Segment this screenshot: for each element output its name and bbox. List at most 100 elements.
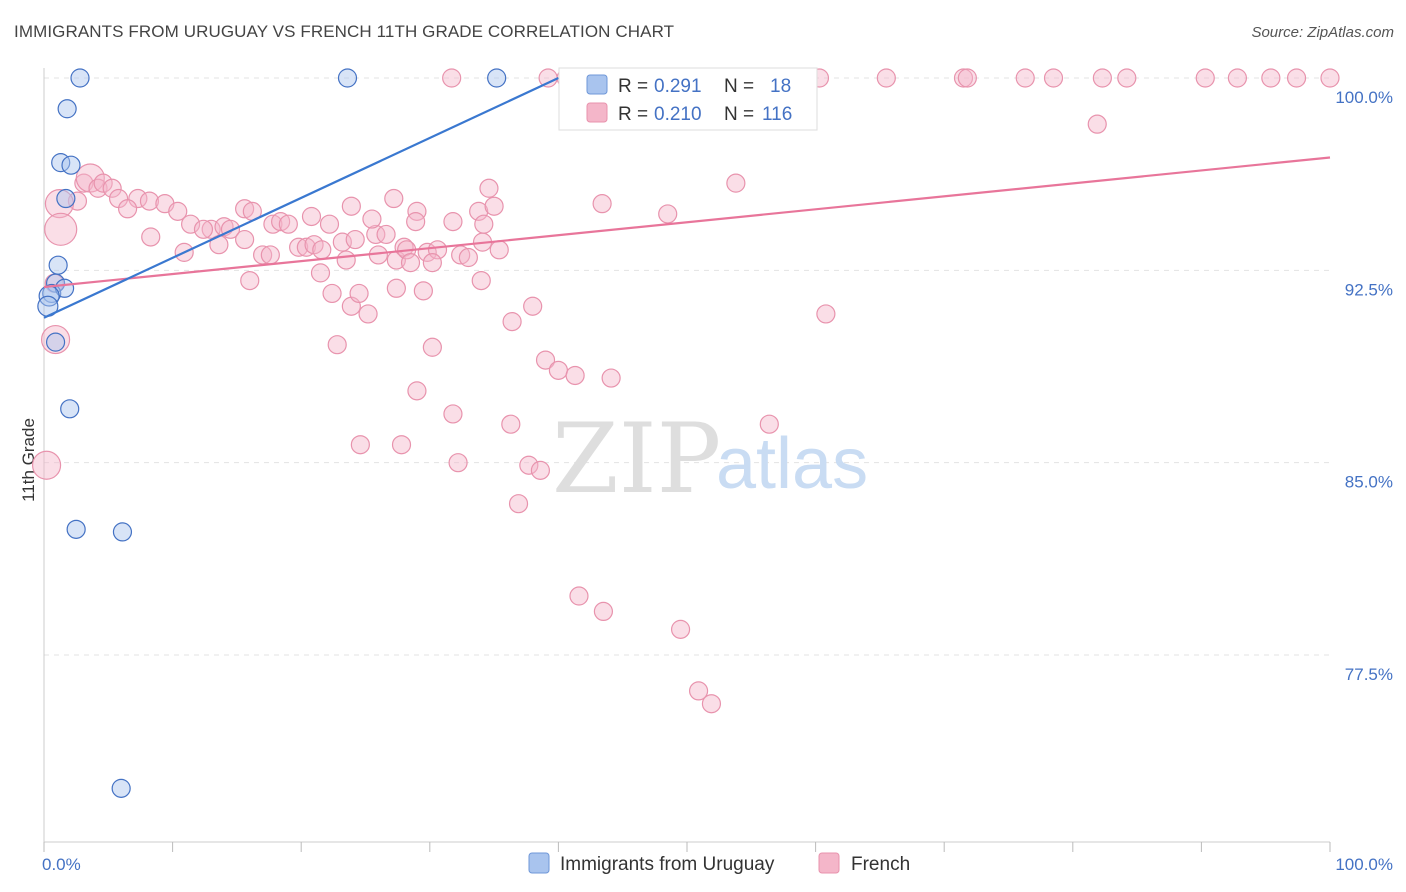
- data-point: [366, 224, 386, 245]
- data-point: [235, 199, 255, 219]
- legend-n-label-french: N =: [724, 104, 754, 125]
- data-point: [471, 270, 491, 291]
- data-point: [336, 250, 356, 270]
- data-point: [260, 245, 280, 265]
- data-point: [443, 404, 463, 424]
- y-tick-label: 77.5%: [1345, 665, 1393, 684]
- watermark-atlas: atlas: [716, 424, 868, 504]
- data-point: [1286, 68, 1307, 88]
- data-point: [670, 619, 691, 639]
- y-axis-label: 11th Grade: [19, 418, 38, 502]
- data-point: [1320, 68, 1340, 88]
- data-point: [443, 212, 463, 232]
- data-point: [44, 212, 78, 246]
- data-point: [487, 68, 507, 88]
- data-point: [565, 365, 585, 386]
- series-french: [31, 68, 1340, 714]
- data-point: [1261, 68, 1281, 88]
- y-tick-labels: 77.5% 85.0% 92.5% 100.0%: [1335, 88, 1393, 684]
- legend-r-value-french: 0.210: [654, 104, 702, 125]
- data-point: [484, 196, 504, 216]
- data-point: [70, 68, 90, 88]
- trend-lines: [43, 77, 1331, 319]
- chart-source: Source: ZipAtlas.com: [1251, 24, 1394, 41]
- data-point: [376, 224, 396, 245]
- legend-swatch-uruguay: [586, 74, 608, 95]
- data-point: [530, 460, 550, 480]
- data-point: [548, 360, 569, 380]
- data-point: [93, 173, 113, 193]
- trend-line-uruguay: [43, 77, 559, 319]
- data-point: [422, 337, 442, 357]
- chart-title: IMMIGRANTS FROM URUGUAY VS FRENCH 11TH G…: [14, 22, 675, 41]
- data-point: [128, 188, 148, 209]
- data-point: [117, 199, 138, 219]
- data-point: [1227, 68, 1248, 88]
- data-point: [469, 201, 489, 221]
- data-point: [327, 335, 347, 355]
- data-point: [523, 296, 543, 316]
- data-point: [181, 214, 201, 234]
- data-point: [278, 214, 298, 234]
- data-point: [535, 350, 556, 370]
- data-point: [406, 212, 426, 232]
- legend-r-value-uruguay: 0.291: [654, 76, 702, 97]
- legend-n-value-french: 116: [762, 104, 792, 125]
- data-point: [384, 188, 404, 209]
- y-tick-label: 92.5%: [1345, 280, 1393, 299]
- data-point: [1015, 68, 1035, 88]
- data-point: [502, 312, 522, 332]
- axes: [43, 68, 1331, 852]
- data-point: [345, 229, 365, 250]
- data-point: [876, 68, 896, 88]
- data-point: [48, 255, 68, 275]
- data-point: [57, 99, 77, 119]
- data-point: [391, 435, 412, 455]
- bottom-legend-swatch-french: [818, 852, 840, 874]
- data-point: [593, 601, 614, 622]
- data-point: [349, 283, 369, 304]
- legend-swatch-french: [586, 102, 608, 123]
- data-point: [1117, 68, 1137, 88]
- grid-lines: [44, 77, 1330, 656]
- x-tick-label: 100.0%: [1335, 855, 1393, 874]
- data-point: [31, 450, 62, 480]
- data-point: [88, 178, 108, 198]
- y-tick-label: 85.0%: [1345, 473, 1393, 492]
- data-point: [66, 519, 86, 539]
- data-point: [726, 173, 746, 193]
- watermark: ZIP atlas: [552, 403, 868, 515]
- trend-line-french: [43, 156, 1331, 289]
- data-point: [1087, 114, 1107, 134]
- data-point: [289, 237, 309, 257]
- data-point: [45, 273, 66, 293]
- data-point: [386, 278, 406, 298]
- data-point: [688, 681, 709, 701]
- data-point: [957, 68, 977, 88]
- x-tick-labels: 0.0% 100.0%: [42, 855, 1393, 874]
- data-point: [519, 455, 539, 475]
- data-point: [319, 214, 340, 234]
- data-point: [341, 196, 361, 216]
- data-point: [240, 270, 260, 291]
- data-point: [400, 253, 421, 273]
- legend-n-value-uruguay: 18: [770, 76, 791, 97]
- data-point: [1043, 68, 1064, 88]
- data-point: [1092, 68, 1112, 88]
- data-point: [427, 240, 448, 260]
- data-point: [301, 206, 322, 227]
- stats-legend: R = 0.291 N = 18 R = 0.210 N = 116: [558, 67, 818, 131]
- data-point: [235, 229, 255, 250]
- data-point: [168, 201, 188, 221]
- data-point: [263, 214, 283, 234]
- y-tick-label: 100.0%: [1335, 88, 1393, 107]
- data-point: [296, 237, 316, 257]
- data-point: [479, 178, 499, 198]
- bottom-legend-label-french: French: [851, 854, 910, 875]
- data-point: [56, 188, 76, 209]
- data-point: [141, 227, 161, 247]
- x-tick-label: 0.0%: [42, 855, 81, 874]
- data-point: [40, 324, 71, 355]
- data-point: [474, 214, 494, 234]
